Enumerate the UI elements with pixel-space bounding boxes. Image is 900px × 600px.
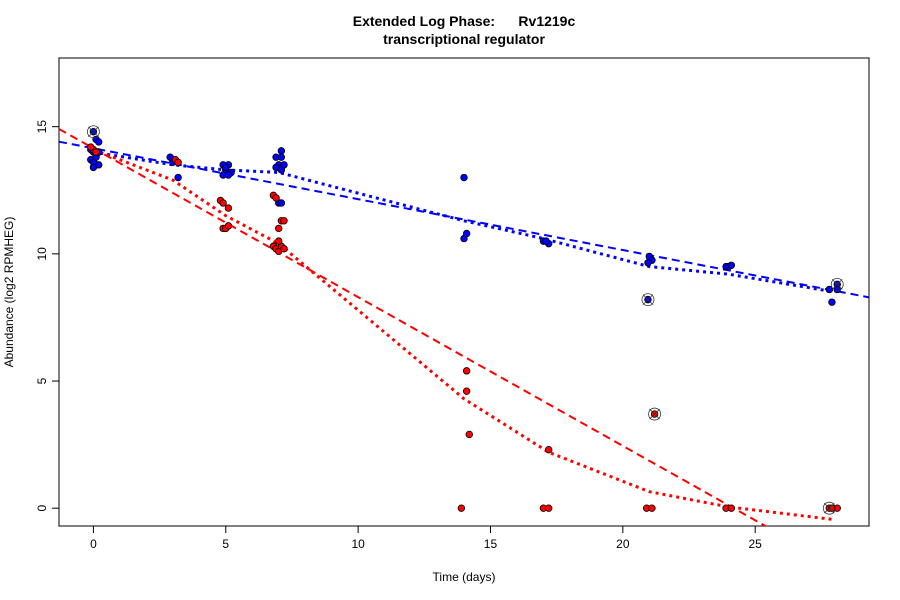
x-tick-label: 5 <box>222 537 229 551</box>
x-tick-label: 20 <box>616 537 630 551</box>
data-point <box>727 261 736 269</box>
mean-curve <box>93 150 835 294</box>
data-point <box>275 224 283 233</box>
data-points <box>87 125 844 515</box>
outlier-marker <box>641 293 655 307</box>
x-tick-label: 25 <box>748 537 762 551</box>
data-point <box>222 163 230 172</box>
data-point <box>280 217 288 225</box>
data-point <box>545 445 553 454</box>
data-point <box>460 173 468 182</box>
data-point <box>462 387 471 395</box>
x-tick-label: 15 <box>484 537 498 551</box>
data-point <box>644 259 652 267</box>
x-tick-label: 10 <box>351 537 365 551</box>
chart-title-line1: Extended Log Phase: Rv1219c <box>353 13 576 29</box>
data-point <box>224 171 233 179</box>
data-point <box>275 237 283 245</box>
outlier-marker <box>87 125 100 139</box>
data-point <box>648 504 656 512</box>
data-point <box>833 504 841 512</box>
data-point <box>828 298 836 306</box>
data-point <box>89 163 98 172</box>
data-point <box>95 138 103 146</box>
plot-frame <box>58 57 870 527</box>
data-point <box>465 430 473 439</box>
data-point <box>92 148 100 156</box>
data-point <box>280 245 288 253</box>
x-axis-label: Time (days) <box>433 570 496 584</box>
data-point <box>174 173 182 182</box>
data-point <box>87 143 95 151</box>
data-point <box>727 504 736 512</box>
mean-curve <box>92 148 835 522</box>
y-tick-label: 5 <box>35 377 49 384</box>
data-point <box>542 237 550 245</box>
y-axis: 0 5 10 15 <box>35 120 60 512</box>
data-point <box>277 153 286 161</box>
outlier-marker <box>830 277 844 291</box>
y-tick-label: 15 <box>35 120 49 134</box>
data-point <box>277 147 286 155</box>
data-point <box>272 194 280 202</box>
data-point <box>545 504 553 512</box>
data-point <box>280 161 288 169</box>
data-point <box>462 229 471 238</box>
data-point <box>224 222 233 230</box>
chart-title-line2: transcriptional regulator <box>383 31 545 47</box>
outlier-marker <box>648 407 661 421</box>
outlier-marker <box>822 501 836 515</box>
data-point <box>224 204 233 212</box>
y-tick-label: 10 <box>35 247 49 261</box>
regression-line <box>59 128 768 526</box>
data-point <box>219 199 227 207</box>
data-point <box>174 158 182 166</box>
y-axis-label: Abundance (log2 RPMHEG) <box>2 217 16 368</box>
x-axis: 0 5 10 15 20 25 <box>90 525 762 551</box>
x-tick-label: 0 <box>90 537 97 551</box>
data-point <box>277 199 286 207</box>
regression-line <box>59 140 869 299</box>
fit-lines <box>59 128 869 526</box>
data-point <box>457 504 466 512</box>
data-point <box>462 367 471 375</box>
y-tick-label: 0 <box>35 505 49 512</box>
